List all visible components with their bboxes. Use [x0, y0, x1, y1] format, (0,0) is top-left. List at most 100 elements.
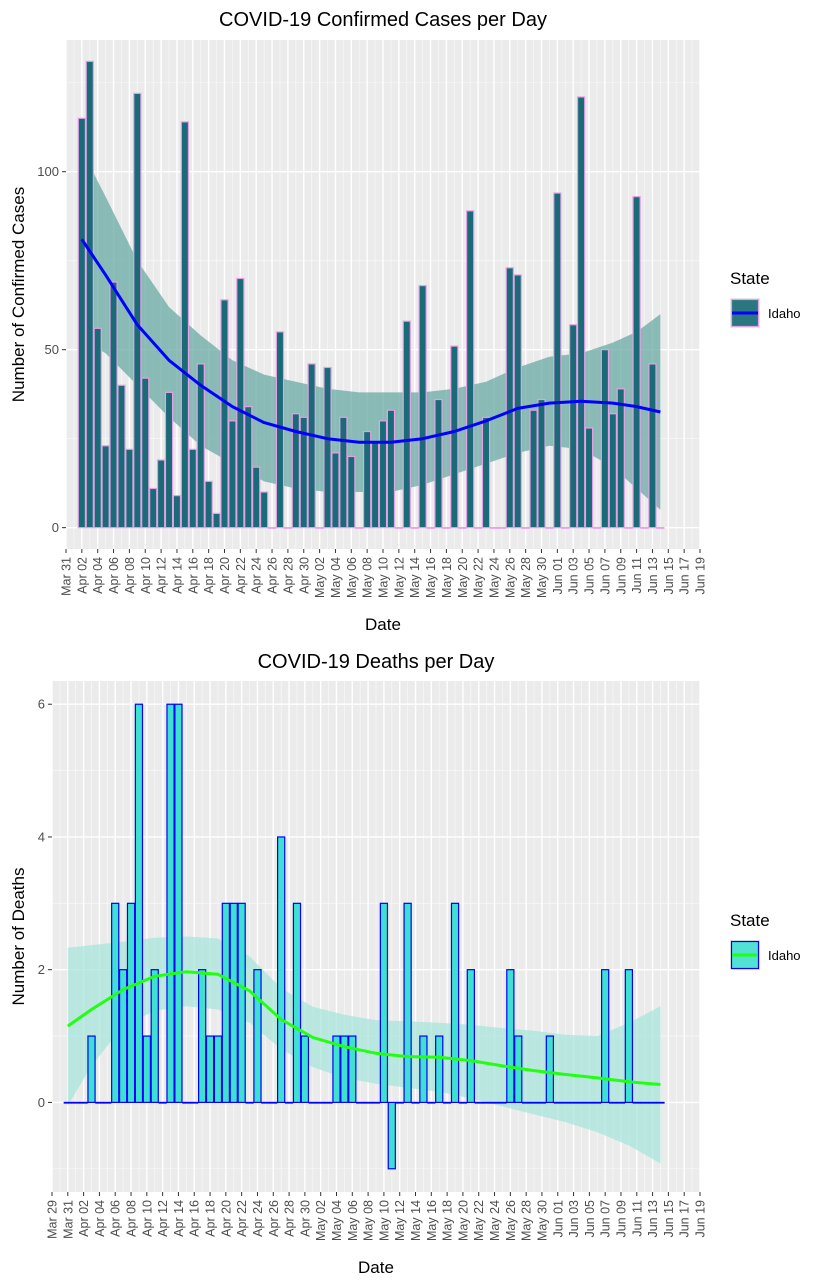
bar — [513, 274, 522, 529]
bar — [308, 1101, 317, 1104]
bar — [164, 391, 174, 529]
bar — [315, 527, 324, 529]
bar — [283, 527, 293, 529]
smooth-line — [80, 238, 661, 444]
bar — [111, 902, 120, 1104]
x-tick-label: May 16 — [424, 557, 438, 598]
bar — [125, 448, 134, 529]
bar — [418, 285, 427, 529]
legend-entry-idaho: Idaho — [768, 306, 801, 321]
bar — [466, 969, 475, 1104]
bar — [126, 902, 136, 1104]
x-tick-label: Apr 06 — [109, 1200, 123, 1237]
bar — [656, 1101, 665, 1104]
bar — [450, 902, 460, 1104]
x-tick-label: Apr 02 — [77, 1200, 91, 1237]
bar — [174, 703, 183, 1104]
bar — [632, 196, 641, 529]
x-tick-label: Apr 06 — [107, 557, 121, 594]
chart-title: COVID-19 Confirmed Cases per Day — [219, 9, 547, 31]
x-tick-label: Apr 24 — [250, 557, 264, 594]
bar — [521, 1101, 531, 1104]
x-tick-label: Jun 07 — [599, 1200, 613, 1238]
x-tick-label: Apr 22 — [235, 1200, 249, 1237]
bar — [355, 527, 364, 529]
bar — [117, 384, 126, 529]
x-tick-label: Apr 26 — [266, 557, 280, 594]
bar — [180, 121, 190, 529]
bar — [402, 320, 411, 529]
bar — [624, 527, 633, 529]
bar — [142, 1035, 151, 1104]
bar — [236, 277, 245, 529]
bar — [592, 527, 602, 529]
bar — [426, 527, 435, 529]
bar — [387, 1101, 396, 1170]
x-tick-label: May 06 — [346, 1200, 360, 1241]
bar — [466, 210, 475, 529]
bar — [371, 1101, 381, 1104]
bar — [300, 1035, 310, 1104]
x-tick-label: Jun 13 — [646, 557, 660, 595]
x-tick-label: May 14 — [409, 1200, 423, 1241]
x-tick-label: May 12 — [393, 1200, 407, 1241]
bar — [348, 1035, 357, 1104]
x-tick-label: Jun 05 — [583, 1200, 597, 1238]
x-tick-label: Apr 30 — [297, 557, 311, 594]
bar — [656, 527, 665, 529]
x-tick-label: May 22 — [472, 1200, 486, 1241]
bar — [237, 902, 246, 1104]
bar — [640, 527, 649, 529]
bar — [196, 363, 205, 529]
bar — [291, 413, 300, 529]
bar — [434, 398, 443, 529]
bar — [79, 1101, 88, 1104]
x-tick-label: Apr 14 — [172, 1200, 186, 1237]
bar — [85, 60, 94, 529]
bar — [277, 836, 286, 1104]
bar — [156, 459, 166, 529]
bar — [616, 1101, 626, 1104]
bar — [600, 349, 610, 529]
x-tick-label: Apr 14 — [170, 557, 184, 594]
x-tick-label: Apr 28 — [281, 557, 295, 594]
x-tick-label: May 30 — [535, 557, 549, 598]
x-tick-label: Apr 22 — [234, 557, 248, 594]
bar — [101, 445, 110, 529]
bar — [593, 1101, 602, 1104]
x-tick-label: Jun 19 — [694, 1200, 708, 1238]
x-axis-title: Date — [358, 1258, 394, 1277]
x-tick-label: Jun 03 — [567, 557, 581, 595]
x-tick-label: May 20 — [456, 1200, 470, 1241]
x-tick-label: Apr 18 — [202, 557, 216, 594]
y-tick-label: 6 — [38, 697, 45, 712]
bar — [498, 1101, 507, 1104]
x-tick-label: May 24 — [488, 557, 502, 598]
bar — [275, 331, 285, 529]
bar — [403, 902, 412, 1104]
bar — [213, 1035, 223, 1104]
bar — [261, 1101, 270, 1104]
chart-title: COVID-19 Deaths per Day — [258, 651, 495, 673]
bar — [624, 969, 634, 1104]
x-tick-label: Mar 29 — [46, 1200, 60, 1239]
x-tick-label: Apr 28 — [283, 1200, 297, 1237]
x-tick-label: Jun 01 — [551, 1200, 565, 1238]
bar — [363, 1101, 373, 1104]
bar — [521, 527, 530, 529]
x-tick-label: Apr 10 — [140, 1200, 154, 1237]
bar — [435, 1035, 444, 1104]
bar — [269, 1101, 278, 1104]
bar — [569, 1101, 578, 1104]
bar — [339, 416, 348, 529]
bar — [577, 1101, 586, 1104]
x-tick-label: May 10 — [377, 1200, 391, 1241]
bar — [497, 527, 507, 529]
x-tick-label: May 08 — [362, 1200, 376, 1241]
bar — [332, 1035, 341, 1104]
x-tick-label: May 02 — [313, 557, 327, 598]
x-tick-label: May 20 — [456, 557, 470, 598]
bar — [608, 1101, 618, 1104]
y-tick-label: 0 — [38, 1095, 45, 1110]
x-tick-label: Apr 16 — [188, 1200, 202, 1237]
